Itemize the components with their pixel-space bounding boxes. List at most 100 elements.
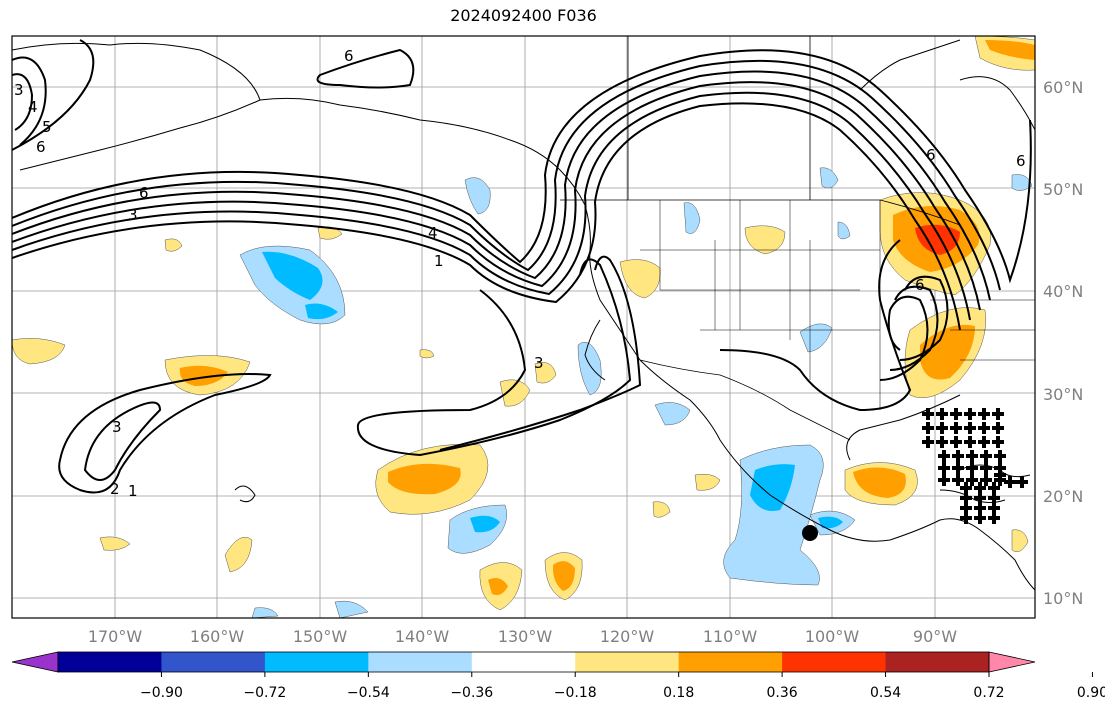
plus-marker xyxy=(952,450,964,462)
colorbar-segment xyxy=(368,652,473,672)
lat-label: 40°N xyxy=(1043,282,1083,301)
plus-marker xyxy=(994,469,1006,481)
contour-label: 3 xyxy=(14,81,24,99)
plus-marker xyxy=(966,474,978,486)
colorbar: −0.90 −0.72 −0.54 −0.36 −0.18 0.18 0.36 0.54 0.7… xyxy=(11,651,1105,701)
lat-label: 30°N xyxy=(1043,385,1083,404)
contour-label: 6 xyxy=(1016,152,1026,170)
contour-label: 6 xyxy=(344,47,354,65)
lon-label: 120°W xyxy=(600,627,655,646)
lat-label: 10°N xyxy=(1043,589,1083,608)
colorbar-segment xyxy=(471,652,576,672)
plus-marker xyxy=(936,408,948,420)
colorbar-segment xyxy=(575,652,680,672)
contour-lines xyxy=(12,39,1032,494)
contour-label: 3 xyxy=(534,354,544,372)
plus-marker xyxy=(994,450,1006,462)
colorbar-segment xyxy=(885,652,990,672)
contour-labels: 3 4 5 6 6 6 3 4 1 3 3 2 1 6 6 6 xyxy=(14,47,1026,500)
plus-marker xyxy=(1016,476,1028,488)
plus-marker xyxy=(950,408,962,420)
plus-marker xyxy=(980,462,992,474)
plus-marker xyxy=(936,422,948,434)
colorbar-segment xyxy=(678,652,783,672)
map-title: 2024092400 F036 xyxy=(450,6,597,25)
plus-marker xyxy=(1004,476,1016,488)
shaded-field-positive xyxy=(12,36,1035,611)
plus-marker xyxy=(992,408,1004,420)
colorbar-extend-left xyxy=(11,651,59,673)
colorbar-tick-label: −0.90 xyxy=(140,685,183,701)
country-borders xyxy=(560,36,961,441)
plus-marker xyxy=(978,408,990,420)
lon-label: 90°W xyxy=(913,627,957,646)
lon-label: 150°W xyxy=(293,627,348,646)
black-dot-marker xyxy=(802,525,818,541)
colorbar-segment xyxy=(161,652,266,672)
plus-marker xyxy=(952,462,964,474)
colorbar-tick-label: 0.54 xyxy=(870,685,901,701)
plus-marker xyxy=(978,422,990,434)
colorbar-extend-right xyxy=(988,651,1036,673)
plus-marker xyxy=(992,422,1004,434)
lon-label: 100°W xyxy=(805,627,860,646)
lat-label: 20°N xyxy=(1043,487,1083,506)
colorbar-tick-label: 0.36 xyxy=(767,685,798,701)
contour-label: 5 xyxy=(42,118,52,136)
plus-marker xyxy=(922,408,934,420)
plus-marker xyxy=(922,422,934,434)
plus-marker xyxy=(950,422,962,434)
plus-marker xyxy=(938,450,950,462)
contour-label: 1 xyxy=(128,482,138,500)
lon-label: 140°W xyxy=(395,627,450,646)
colorbar-segment xyxy=(782,652,887,672)
plus-marker xyxy=(980,450,992,462)
plus-marker xyxy=(950,436,962,448)
colorbar-tick-label: −0.18 xyxy=(554,685,597,701)
plus-marker xyxy=(938,462,950,474)
plus-marker xyxy=(964,422,976,434)
state-borders xyxy=(640,200,1035,410)
lat-label: 50°N xyxy=(1043,180,1083,199)
colorbar-tick-label: −0.36 xyxy=(450,685,493,701)
plus-marker xyxy=(964,408,976,420)
longitude-labels: 170°W 160°W 150°W 140°W 130°W 120°W 110°… xyxy=(88,627,957,646)
lat-label: 60°N xyxy=(1043,78,1083,97)
lon-label: 160°W xyxy=(190,627,245,646)
plus-markers xyxy=(922,408,1028,524)
contour-label: 4 xyxy=(28,98,38,116)
map-frame xyxy=(11,35,1036,619)
plus-marker xyxy=(966,462,978,474)
plus-marker xyxy=(964,436,976,448)
plus-marker xyxy=(952,474,964,486)
contour-label: 2 xyxy=(110,480,120,498)
colorbar-segment xyxy=(264,652,369,672)
contour-label: 3 xyxy=(128,206,138,224)
plus-marker xyxy=(988,512,1000,524)
colorbar-tick-label: −0.54 xyxy=(347,685,390,701)
colorbar-segment xyxy=(58,652,162,672)
contour-label: 6 xyxy=(139,184,149,202)
colorbar-tick-label: 0.90 xyxy=(1077,685,1105,701)
contour-label: 4 xyxy=(428,224,438,242)
plus-marker xyxy=(938,474,950,486)
colorbar-tick-label: 0.72 xyxy=(973,685,1004,701)
plus-marker xyxy=(978,436,990,448)
plus-marker xyxy=(922,436,934,448)
contour-label: 6 xyxy=(926,146,936,164)
contour-label: 6 xyxy=(36,138,46,156)
contour-label: 1 xyxy=(434,252,444,270)
plus-marker xyxy=(966,450,978,462)
latitude-labels: 60°N 50°N 40°N 30°N 20°N 10°N xyxy=(1043,78,1083,608)
lon-label: 110°W xyxy=(703,627,758,646)
plus-marker xyxy=(974,512,986,524)
plus-marker xyxy=(936,436,948,448)
colorbar-tick-label: 0.18 xyxy=(663,685,694,701)
plus-marker xyxy=(960,512,972,524)
plus-marker xyxy=(992,436,1004,448)
plus-marker xyxy=(980,474,992,486)
colorbar-tick-label: −0.72 xyxy=(243,685,286,701)
lon-label: 170°W xyxy=(88,627,143,646)
contour-label: 6 xyxy=(915,276,925,294)
